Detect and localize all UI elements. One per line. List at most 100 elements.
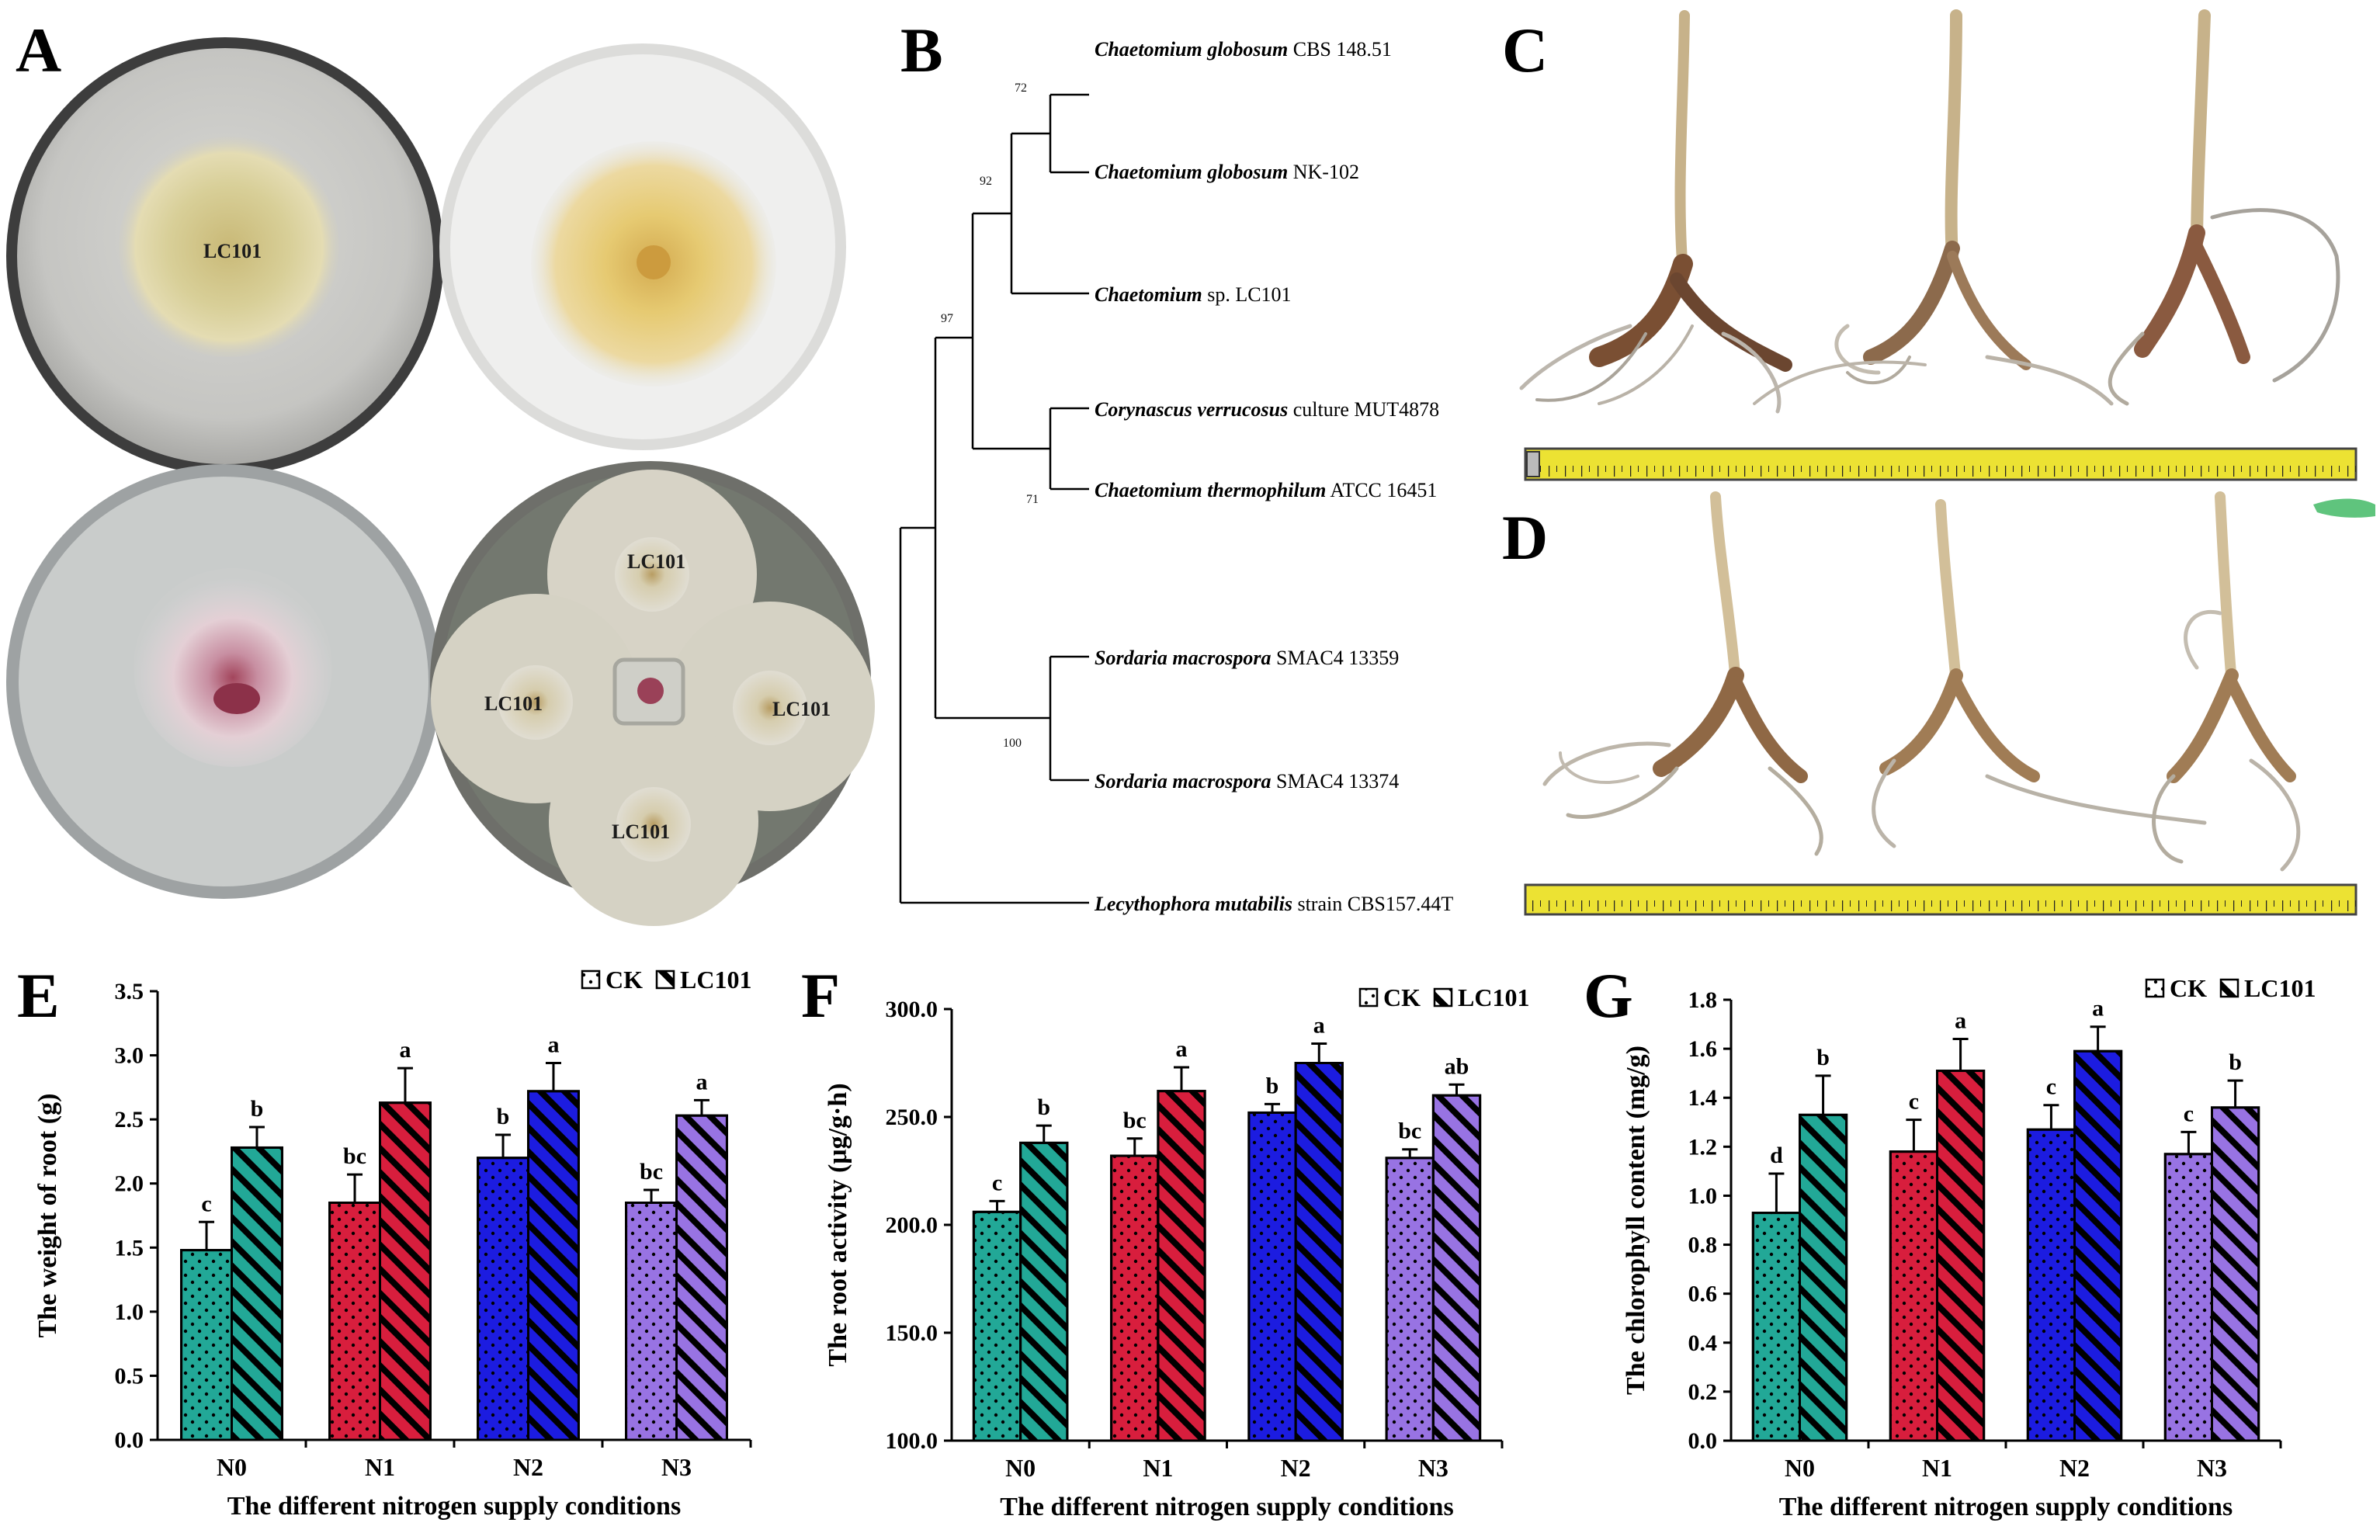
significance-label: bc — [1123, 1108, 1147, 1133]
y-tick-label: 2.0 — [115, 1171, 144, 1197]
taxon-label: Chaetomium globosum NK-102 — [1095, 161, 1359, 183]
ruler-d — [1524, 883, 2357, 916]
bar-ck-n2 — [1247, 1111, 1297, 1442]
bootstrap-5: 100 — [1003, 737, 1022, 750]
significance-label: b — [2229, 1049, 2242, 1075]
bar-pattern — [1248, 1112, 1296, 1441]
ruler-c — [1524, 447, 2357, 481]
significance-label: a — [1176, 1036, 1188, 1062]
bar-ck-n1 — [1110, 1154, 1160, 1442]
y-tick-label: 1.0 — [1688, 1183, 1718, 1209]
panel-letter-f: F — [801, 960, 840, 1031]
plate-top-right — [439, 43, 846, 450]
legend: CK LC101 — [1358, 983, 1529, 1011]
x-axis-label: The different nitrogen supply conditions — [227, 1492, 681, 1521]
y-tick-label: 0.8 — [1688, 1233, 1718, 1258]
bar-pattern — [1296, 1063, 1343, 1441]
significance-label: ab — [1445, 1053, 1469, 1079]
bootstrap-1: 72 — [1015, 82, 1027, 95]
x-tick-label: N1 — [1143, 1454, 1173, 1482]
bar-ck-n1 — [1889, 1150, 1939, 1442]
bootstrap-values: 72 92 97 71 100 — [941, 82, 1039, 750]
taxon-label: Chaetomium thermophilum ATCC 16451 — [1095, 479, 1437, 501]
y-tick-label: 0.5 — [115, 1363, 144, 1389]
plate-label-lc101: LC101 — [203, 240, 262, 262]
bar-ck-n3 — [1385, 1157, 1435, 1442]
dual-label-bottom: LC101 — [612, 820, 670, 843]
bar-ck-n0 — [1751, 1212, 1802, 1442]
significance-label: b — [251, 1096, 264, 1122]
y-tick-label: 150.0 — [886, 1320, 938, 1346]
significance-label: b — [497, 1104, 510, 1129]
x-tick-label: N1 — [1922, 1454, 1952, 1482]
y-axis-label: The weight of root (g) — [33, 1094, 62, 1338]
significance-label: a — [399, 1037, 411, 1063]
y-tick-label: 0.4 — [1688, 1330, 1718, 1356]
taxa-labels: Chaetomium globosum CBS 148.51 Chaetomiu… — [1094, 38, 1453, 915]
legend-label-lc101: LC101 — [1458, 983, 1529, 1011]
dual-label-left: LC101 — [484, 692, 543, 715]
significance-label: a — [1313, 1012, 1325, 1038]
panel-f: F 100.0 150.0 200.0 250.0 300.0 N0 c b N1 bc a N2 b a… — [801, 960, 1529, 1521]
x-tick-label: N3 — [2197, 1454, 2227, 1482]
bar-ck-n3 — [2163, 1153, 2214, 1442]
legend-swatch-ck-pattern — [582, 971, 599, 988]
x-tick-label: N2 — [2059, 1454, 2090, 1482]
panel-letter-c: C — [1502, 15, 1548, 85]
y-tick-label: 1.2 — [1688, 1134, 1718, 1160]
chart-g: 0.0 0.2 0.4 0.6 0.8 1.0 1.2 1.4 1.6 1.8 N0 d b N1 c a N2… — [1622, 974, 2316, 1521]
y-tick-label: 2.5 — [115, 1107, 144, 1132]
colony-lc101-front — [119, 137, 339, 357]
dual-label-top: LC101 — [627, 550, 685, 573]
bootstrap-4: 71 — [1026, 493, 1039, 506]
y-tick-label: 250.0 — [886, 1105, 938, 1130]
tree-branches — [899, 93, 1089, 904]
chart-f: 100.0 150.0 200.0 250.0 300.0 N0 c b N1 bc a N2 b a N3… — [824, 983, 1529, 1521]
roots-photo-c — [1519, 9, 2340, 414]
x-tick-label: N0 — [1005, 1454, 1036, 1482]
bar-pattern — [2028, 1129, 2075, 1441]
significance-label: c — [992, 1170, 1002, 1195]
bar-ck-n2 — [477, 1157, 529, 1441]
x-axis-label: The different nitrogen supply conditions — [1779, 1493, 2233, 1521]
y-tick-label: 0.0 — [115, 1427, 144, 1453]
x-tick-label: N3 — [1418, 1454, 1448, 1482]
bar-pattern — [2074, 1051, 2122, 1441]
y-tick-label: 1.0 — [115, 1299, 144, 1325]
y-tick-label: 200.0 — [886, 1212, 938, 1238]
panel-b: B 72 92 97 71 100 Chaetomium globosum CB… — [899, 15, 1453, 915]
dual-label-right: LC101 — [772, 698, 831, 720]
x-axis-label: The different nitrogen supply conditions — [1000, 1493, 1453, 1521]
legend-label-ck: CK — [2170, 974, 2207, 1002]
legend-swatch-ck-pattern — [1360, 989, 1377, 1006]
significance-label: a — [2092, 996, 2104, 1021]
bar-pattern — [2165, 1153, 2212, 1441]
bar-lc101-n2 — [1294, 1062, 1344, 1442]
bar-ck-n1 — [328, 1201, 381, 1441]
y-axis-label: The root activity (μg/g·h) — [824, 1083, 852, 1366]
taxon-label: Corynascus verrucosus culture MUT4878 — [1095, 398, 1439, 421]
bar-pattern — [1386, 1157, 1434, 1441]
panel-c: C — [1502, 9, 2357, 481]
y-tick-label: 0.2 — [1688, 1379, 1718, 1405]
y-tick-label: 1.6 — [1688, 1036, 1718, 1062]
significance-label: bc — [1398, 1119, 1421, 1144]
bar-lc101-n2 — [2073, 1049, 2123, 1442]
legend-label-ck: CK — [605, 966, 643, 994]
significance-label: bc — [640, 1159, 663, 1184]
bar-ck-n0 — [180, 1249, 233, 1441]
bar-pattern — [1433, 1095, 1480, 1441]
bar-pattern — [181, 1250, 232, 1440]
plate-top-left: LC101 — [6, 37, 444, 475]
panel-letter-g: G — [1584, 960, 1633, 1031]
bar-ck-n2 — [2026, 1128, 2076, 1442]
bar-pattern — [1020, 1143, 1067, 1441]
legend-label-lc101: LC101 — [680, 966, 751, 994]
legend-label-lc101: LC101 — [2244, 974, 2316, 1002]
bar-pattern — [380, 1102, 431, 1440]
y-axis-label: The chlorophyll content (mg/g) — [1622, 1046, 1650, 1395]
significance-label: b — [1266, 1073, 1279, 1098]
significance-label: a — [696, 1069, 707, 1094]
significance-label: c — [201, 1191, 211, 1216]
